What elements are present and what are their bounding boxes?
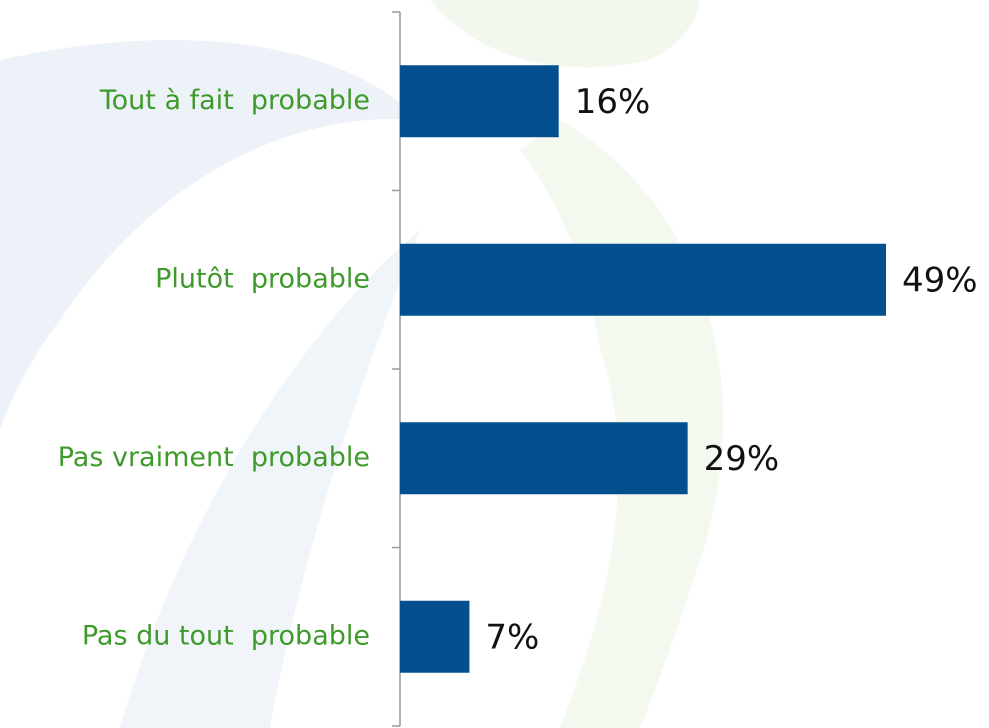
- category-label: Pas vraiment probable: [58, 442, 370, 473]
- bar: [400, 243, 886, 316]
- bar: [400, 600, 470, 673]
- value-label: 29%: [704, 439, 780, 479]
- bar: [400, 65, 559, 138]
- value-label: 49%: [902, 260, 978, 300]
- value-label: 16%: [575, 82, 651, 122]
- category-label: Pas du tout probable: [82, 620, 370, 651]
- value-label: 7%: [485, 617, 539, 657]
- bar: [400, 422, 688, 495]
- category-label: Tout à fait probable: [99, 85, 370, 116]
- category-label: Plutôt probable: [155, 263, 370, 294]
